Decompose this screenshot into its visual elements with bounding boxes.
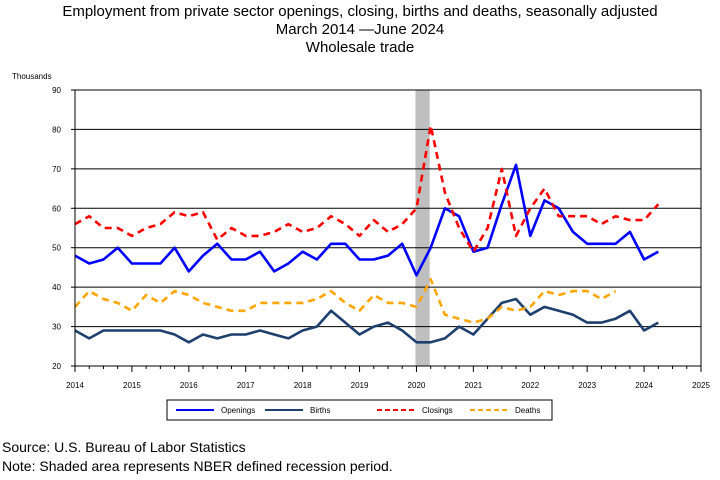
x-tick-label: 2024 — [635, 381, 653, 390]
y-tick-label: 30 — [52, 323, 61, 332]
series-line-closings — [74, 124, 660, 253]
y-tick-label: 90 — [52, 86, 61, 95]
x-tick-label: 2016 — [180, 381, 198, 390]
chart-date-range: March 2014 —June 2024 — [275, 21, 445, 38]
legend-label-births: Births — [310, 406, 330, 415]
chart-title: Employment from private sector openings,… — [62, 3, 658, 20]
x-tick-label: 2020 — [408, 381, 426, 390]
y-tick-label: 50 — [52, 244, 61, 253]
y-tick-label: 60 — [52, 204, 61, 213]
x-tick-label: 2022 — [521, 381, 539, 390]
y-tick-label: 80 — [52, 125, 61, 134]
x-tick-label: 2023 — [578, 381, 596, 390]
series-line-openings — [74, 163, 659, 277]
y-tick-label: 40 — [52, 283, 61, 292]
chart-industry: Wholesale trade — [305, 39, 415, 56]
y-axis-unit-label: Thousands — [12, 72, 52, 81]
recession-note: Note: Shaded area represents NBER define… — [2, 458, 393, 474]
line-chart: 20 30 40 50 60 70 80 90 2014 2015 2016 2017 2018 2019… — [52, 86, 710, 421]
series-line-deaths — [74, 278, 617, 324]
x-tick-label: 2017 — [237, 381, 255, 390]
x-tick-label: 2015 — [123, 381, 141, 390]
y-tick-label: 70 — [52, 165, 61, 174]
x-tick-label: 2019 — [351, 381, 369, 390]
plot-frame — [74, 89, 702, 367]
series-line-births — [74, 297, 659, 344]
legend-label-closings: Closings — [422, 406, 453, 415]
x-tick-label: 2014 — [66, 381, 84, 390]
legend-box — [166, 399, 553, 421]
legend-label-deaths: Deaths — [515, 406, 540, 415]
source-note: Source: U.S. Bureau of Labor Statistics — [2, 439, 246, 455]
legend-label-openings: Openings — [221, 406, 255, 415]
recession-shading — [415, 90, 430, 366]
x-tick-label: 2018 — [294, 381, 312, 390]
x-tick-label: 2021 — [464, 381, 482, 390]
y-tick-label: 20 — [52, 362, 61, 371]
x-tick-label: 2025 — [692, 381, 710, 390]
